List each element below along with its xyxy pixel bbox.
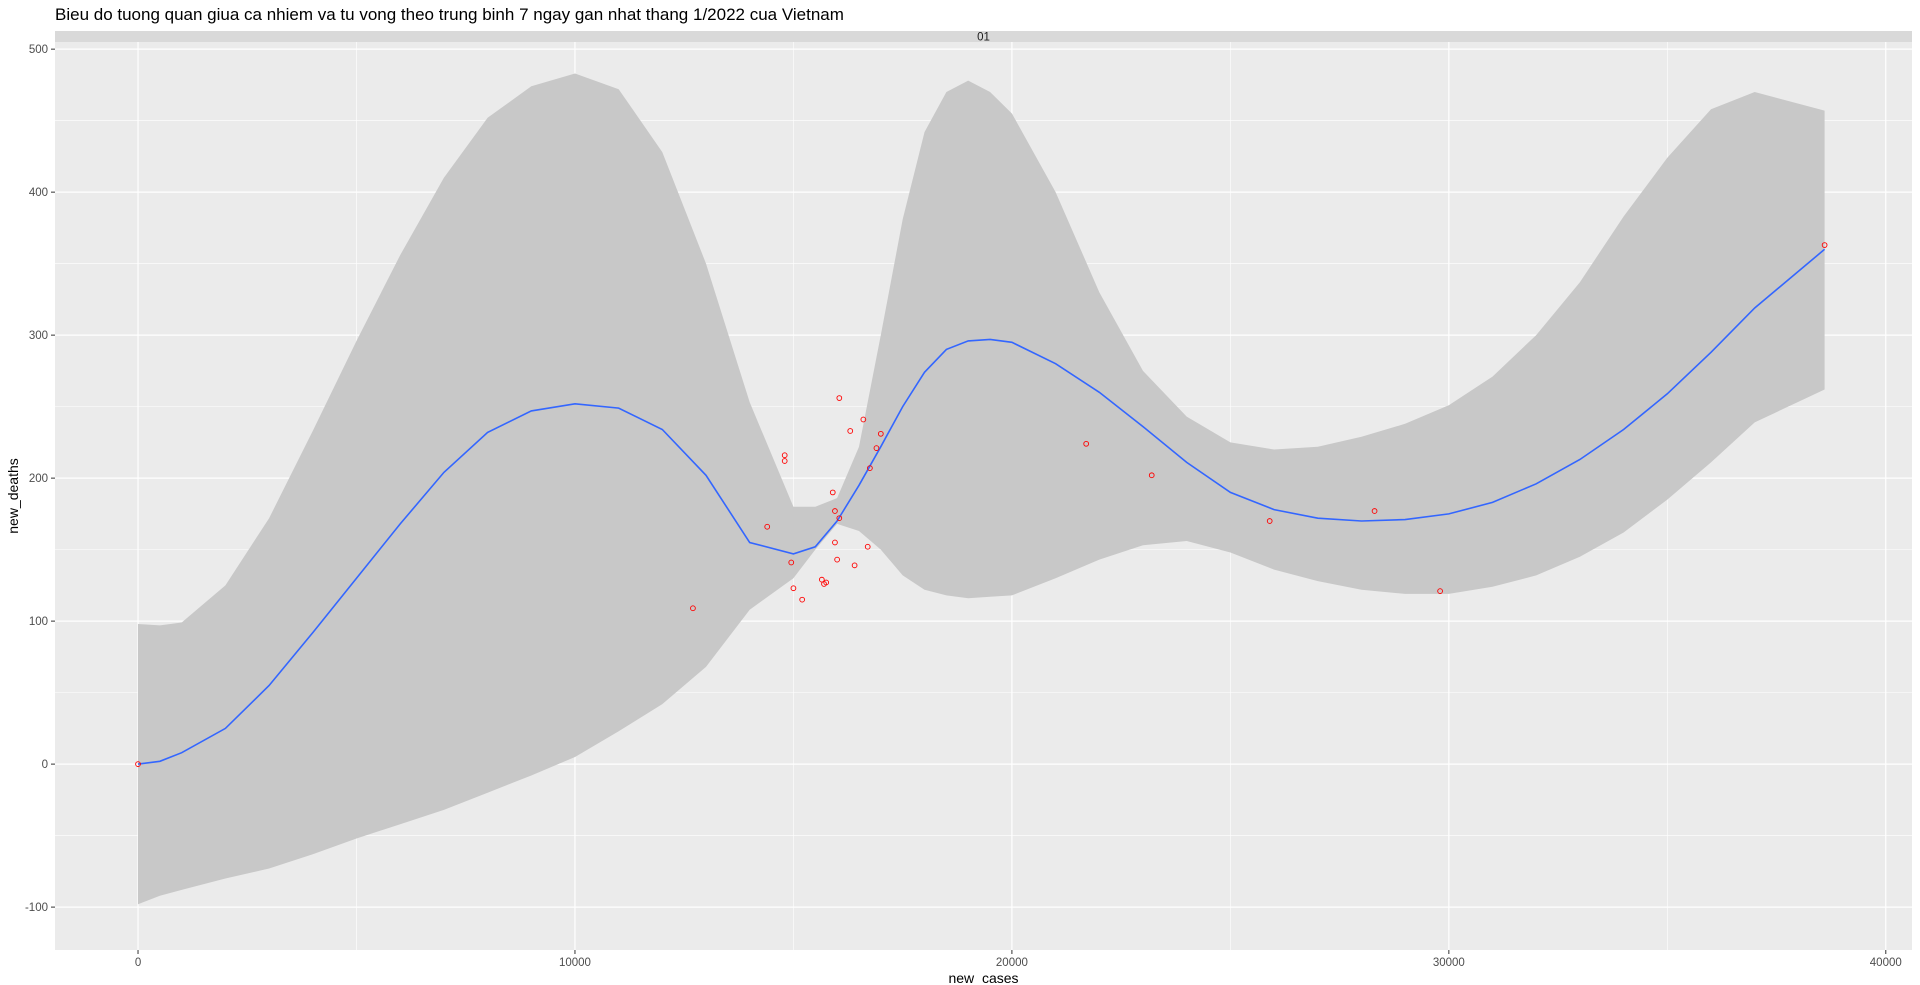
data-point: [781, 458, 788, 464]
data-point: [1821, 242, 1828, 248]
x-axis-title: new_cases: [948, 970, 1018, 985]
y-tick-label: 0: [42, 759, 48, 771]
y-tick-label: 100: [29, 616, 48, 628]
chart-title: Bieu do tuong quan giua ca nhiem va tu v…: [55, 5, 844, 24]
data-point: [135, 761, 141, 767]
data-point: [823, 579, 830, 586]
data-point: [799, 596, 806, 603]
y-axis-title: new_deaths: [5, 458, 21, 534]
smooth-trend-line: [137, 248, 1826, 765]
facet-strip-label: 01: [977, 32, 990, 44]
axis-ticks: 0 10000 20000 30000 40000 -100 0 100 200 300 400 50…: [25, 44, 1902, 969]
data-point: [818, 576, 825, 583]
data-point: [781, 452, 788, 459]
data-point: [864, 543, 871, 550]
data-point: [832, 539, 838, 546]
data-point: [1266, 518, 1273, 524]
x-tick-label: 0: [135, 957, 141, 969]
data-point: [1083, 440, 1090, 447]
data-point: [873, 445, 880, 451]
data-point: [829, 489, 836, 496]
data-point: [790, 585, 797, 592]
data-point: [764, 523, 771, 530]
data-point: [847, 428, 854, 434]
x-tick-label: 10000: [559, 957, 591, 969]
x-tick-label: 30000: [1433, 957, 1465, 969]
data-point: [860, 416, 867, 423]
data-points: [135, 242, 1828, 767]
x-tick-label: 40000: [1870, 957, 1902, 969]
confidence-ribbon: [138, 73, 1825, 905]
y-tick-label: 300: [29, 330, 48, 342]
data-point: [877, 430, 884, 437]
data-point: [836, 515, 843, 522]
y-tick-label: 400: [29, 187, 48, 199]
data-point: [834, 556, 840, 563]
data-point: [1148, 472, 1155, 479]
y-tick-label: 500: [29, 44, 48, 56]
data-point: [788, 559, 795, 566]
data-point: [851, 562, 858, 569]
facet-strip: [55, 31, 1912, 42]
y-tick-label: 200: [29, 473, 48, 485]
y-tick-label: -100: [25, 902, 48, 914]
data-point: [867, 465, 873, 471]
data-point: [1437, 588, 1443, 594]
data-point: [836, 395, 843, 401]
x-tick-label: 20000: [996, 957, 1028, 969]
data-point: [690, 605, 696, 612]
data-point: [1371, 508, 1378, 514]
data-point: [832, 508, 838, 514]
